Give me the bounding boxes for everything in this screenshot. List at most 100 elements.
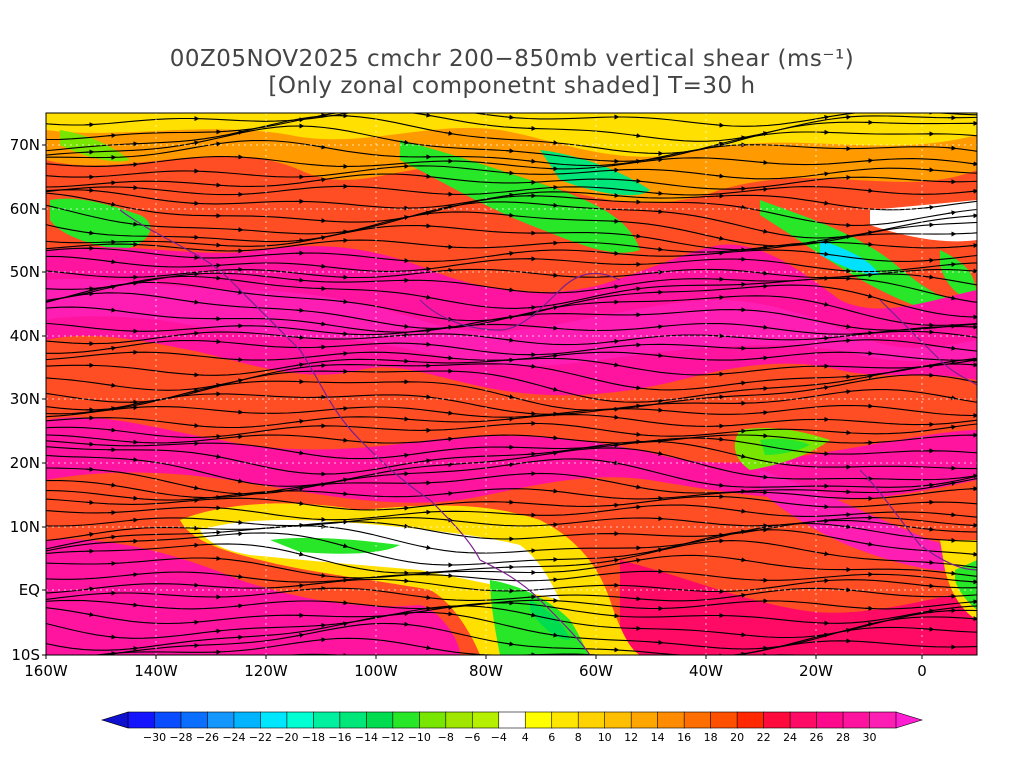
streamline <box>46 306 977 333</box>
streamline-arrow <box>295 583 305 589</box>
lat-lon-grid <box>46 113 977 655</box>
streamline-arrow <box>422 266 432 272</box>
colorbar-label: −20 <box>275 731 298 744</box>
streamline-arrow <box>212 453 222 459</box>
streamline-arrow <box>759 355 769 361</box>
streamline-arrow <box>820 385 830 391</box>
streamline <box>46 447 977 487</box>
streamline-arrow <box>444 436 454 442</box>
shading-green-alaska <box>50 198 151 250</box>
streamline-arrow <box>234 603 244 609</box>
streamline-arrow <box>947 395 957 401</box>
streamline-arrow <box>505 416 515 422</box>
streamline <box>46 554 977 579</box>
streamline-arrow <box>444 130 454 136</box>
streamline-arrow <box>339 543 349 549</box>
streamline-arrow <box>107 427 117 433</box>
streamline-arrow <box>820 251 830 257</box>
streamline-arrow <box>129 602 139 608</box>
streamline-arrow <box>632 484 642 490</box>
streamline <box>46 339 977 356</box>
streamline-arrow <box>444 204 454 210</box>
streamline-arrow <box>505 192 515 198</box>
streamline-arrow <box>969 188 977 194</box>
streamline-arrow <box>400 621 410 627</box>
streamline-arrow <box>737 557 747 563</box>
colorbar-swatch <box>127 711 156 729</box>
streamline-arrow <box>632 403 642 409</box>
colorbar-swatch <box>471 711 500 729</box>
streamline <box>46 389 977 415</box>
colorbar-label: −16 <box>328 731 351 744</box>
colorbar-min-arrow <box>100 711 129 729</box>
plot-frame <box>45 112 978 656</box>
streamline-arrow <box>400 323 410 329</box>
streamline <box>46 224 977 251</box>
streamline <box>46 115 977 155</box>
colorbar-label: 10 <box>598 731 612 744</box>
lat-label: 20N <box>10 454 40 472</box>
colorbar-label: 22 <box>757 731 771 744</box>
streamline-arrow <box>129 162 139 168</box>
streamline-arrow <box>820 551 830 557</box>
colorbar-label: −22 <box>249 731 272 744</box>
streamline <box>46 192 977 226</box>
streamline-arrow <box>444 490 454 496</box>
colorbar-swatch <box>233 711 262 729</box>
streamline <box>46 488 977 501</box>
streamline-arrow <box>295 486 305 492</box>
streamline-arrow <box>864 158 874 164</box>
streamline-arrow <box>129 572 139 578</box>
streamline-arrow <box>654 398 664 404</box>
streamline-arrow <box>610 250 620 256</box>
streamline <box>46 255 977 273</box>
streamline-arrow <box>632 159 642 164</box>
colorbar-swatch <box>339 711 367 729</box>
lon-label: 40W <box>689 662 723 680</box>
streamline-arrow <box>549 450 559 456</box>
streamline-arrow <box>317 321 327 327</box>
streamline <box>46 434 977 444</box>
streamline-arrow <box>295 551 305 557</box>
streamline-arrow <box>759 186 769 192</box>
colorbar-swatch <box>736 711 765 729</box>
lon-label: 100W <box>354 662 398 680</box>
streamline-arrow <box>969 243 977 248</box>
streamline-arrow <box>632 385 642 391</box>
streamline-arrow <box>107 284 117 290</box>
streamline-arrow <box>947 480 957 486</box>
streamline <box>46 201 977 239</box>
colorbar-swatch <box>763 711 791 729</box>
lon-label: 120W <box>244 662 288 680</box>
streamline-arrow <box>549 353 559 359</box>
streamline <box>46 156 977 170</box>
streamline <box>46 522 977 554</box>
streamline-arrow <box>632 178 642 184</box>
colorbar-label: −18 <box>302 731 325 744</box>
streamline-arrow <box>715 250 725 256</box>
colorbar-swatch <box>445 711 473 729</box>
colorbar-swatch <box>366 711 394 729</box>
colorbar-label: 24 <box>783 731 797 744</box>
streamline-arrow <box>610 338 620 344</box>
colorbar-swatch <box>286 711 314 729</box>
streamline-arrow <box>422 458 432 464</box>
streamline <box>285 653 808 655</box>
colorbar-swatch <box>657 711 685 729</box>
colorbar-swatch <box>683 711 712 729</box>
streamline-arrow <box>317 235 327 241</box>
streamline-arrow <box>234 519 244 525</box>
streamline-arrow <box>632 286 642 292</box>
streamline-arrow <box>505 114 515 120</box>
streamline-arrow <box>85 532 95 537</box>
colorbar-label: −14 <box>355 731 378 744</box>
streamline-arrow <box>864 541 874 547</box>
colorbar-label: −8 <box>438 731 454 744</box>
streamline-arrow <box>549 325 559 331</box>
streamline-arrow <box>422 328 432 334</box>
streamline-arrow <box>317 177 327 183</box>
streamline-arrow <box>505 641 515 647</box>
map-title-line-2: [Only zonal componetnt shaded] T=30 h <box>268 73 756 99</box>
streamline-arrow <box>190 330 200 336</box>
streamline-arrow <box>527 158 537 164</box>
